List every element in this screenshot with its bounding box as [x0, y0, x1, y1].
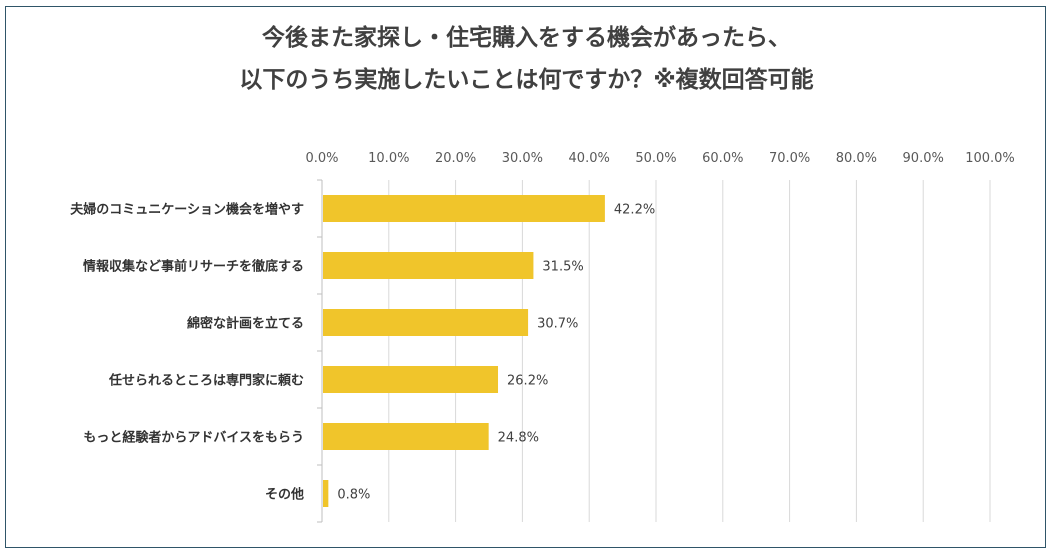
x-tick-label: 60.0%: [702, 151, 743, 166]
x-tick-label: 50.0%: [635, 151, 676, 166]
category-label: 任せられるところは専門家に頼む: [108, 373, 304, 389]
data-label: 26.2%: [507, 374, 548, 389]
bar: [323, 195, 605, 222]
chart-title-line-2: 以下のうち実施したいことは何ですか？※複数回答可能: [239, 67, 814, 93]
data-label: 42.2%: [614, 203, 655, 218]
x-tick-label: 80.0%: [836, 151, 877, 166]
x-tick-label: 70.0%: [769, 151, 810, 166]
x-tick-label: 20.0%: [435, 151, 476, 166]
category-label: 夫婦のコミュニケーション機会を増やす: [70, 202, 304, 218]
x-tick-label: 0.0%: [305, 151, 338, 166]
data-label: 0.8%: [337, 488, 370, 503]
bar: [323, 480, 329, 507]
x-tick-label: 40.0%: [569, 151, 610, 166]
category-label: 綿密な計画を立てる: [187, 316, 304, 332]
bar: [323, 252, 534, 279]
x-tick-label: 100.0%: [965, 151, 1015, 166]
category-label: 情報収集など事前リサーチを徹底する: [83, 259, 304, 275]
category-label: もっと経験者からアドバイスをもらう: [83, 430, 304, 446]
x-tick-label: 10.0%: [368, 151, 409, 166]
data-label: 31.5%: [542, 260, 583, 275]
data-label: 30.7%: [537, 317, 578, 332]
x-tick-label: 90.0%: [903, 151, 944, 166]
chart-title-line-1: 今後また家探し・住宅購入をする機会があったら、: [262, 25, 791, 51]
x-tick-label: 30.0%: [502, 151, 543, 166]
data-label: 24.8%: [498, 431, 539, 446]
category-label: その他: [265, 487, 304, 503]
bar: [323, 366, 499, 393]
bar: [323, 309, 529, 336]
bar: [323, 423, 489, 450]
